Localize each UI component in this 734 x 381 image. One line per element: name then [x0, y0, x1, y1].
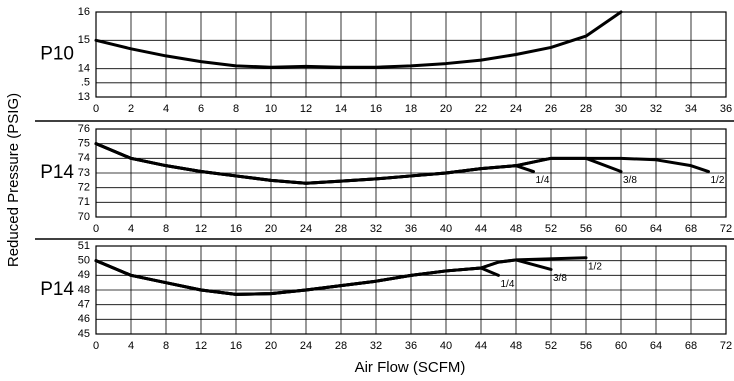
series-label: 3/8 — [623, 175, 637, 186]
x-tick-label: 24 — [300, 340, 312, 352]
x-tick-label: 52 — [545, 340, 557, 352]
x-tick-label: 52 — [545, 223, 557, 235]
x-tick-label: 2 — [128, 103, 134, 115]
line — [94, 10, 623, 69]
y-tick-label: 51 — [78, 240, 90, 252]
x-tick-label: 32 — [370, 223, 382, 235]
y-tick-label: 15 — [78, 34, 90, 46]
x-tick-label: 60 — [615, 223, 627, 235]
x-tick-label: 68 — [685, 223, 697, 235]
x-tick-label: 8 — [233, 103, 239, 115]
y-tick-label: 14 — [78, 63, 90, 75]
x-tick-label: 4 — [128, 223, 134, 235]
line — [94, 259, 500, 296]
y-tick-label: 74 — [78, 152, 90, 164]
x-tick-label: 64 — [650, 340, 662, 352]
x-tick-label: 0 — [93, 340, 99, 352]
x-tick-label: 14 — [335, 103, 347, 115]
x-tick-label: 48 — [510, 340, 522, 352]
x-tick-label: 68 — [685, 340, 697, 352]
x-tick-label: 36 — [405, 223, 417, 235]
y-tick-label: 73 — [78, 167, 90, 179]
x-tick-label: 12 — [300, 103, 312, 115]
y-tick-label: 48 — [78, 284, 90, 296]
x-tick-label: 6 — [198, 103, 204, 115]
x-tick-label: 24 — [510, 103, 522, 115]
x-tick-label: 56 — [580, 340, 592, 352]
x-tick-label: 22 — [475, 103, 487, 115]
x-tick-label: 48 — [510, 223, 522, 235]
x-tick-label: 28 — [335, 340, 347, 352]
panel-label: P14 — [40, 162, 74, 183]
x-tick-label: 34 — [685, 103, 697, 115]
x-tick-label: 30 — [615, 103, 627, 115]
x-tick-label: 20 — [265, 340, 277, 352]
series-label: 1/2 — [588, 261, 602, 272]
x-tick-label: 44 — [475, 223, 487, 235]
panel-label: P10 — [40, 44, 74, 65]
y-axis-label: Reduced Pressure (PSIG) — [5, 93, 22, 267]
x-tick-label: 36 — [720, 103, 732, 115]
y-tick-label: 16 — [78, 6, 90, 18]
series-label: 1/4 — [501, 279, 515, 290]
x-tick-label: 56 — [580, 223, 592, 235]
y-tick-label: 70 — [78, 211, 90, 223]
y-tick-label: 47 — [78, 299, 90, 311]
y-tick-label: 50 — [78, 255, 90, 267]
x-tick-label: 16 — [230, 340, 242, 352]
x-tick-label: 24 — [300, 223, 312, 235]
x-tick-label: 4 — [163, 103, 169, 115]
x-tick-label: 12 — [195, 340, 207, 352]
x-tick-label: 0 — [93, 223, 99, 235]
x-tick-label: 72 — [720, 340, 732, 352]
x-tick-label: 18 — [405, 103, 417, 115]
x-tick-label: 40 — [440, 223, 452, 235]
x-tick-label: 72 — [720, 223, 732, 235]
x-tick-label: 44 — [475, 340, 487, 352]
x-tick-label: 32 — [650, 103, 662, 115]
y-tick-label: 13 — [78, 91, 90, 103]
x-tick-label: 26 — [545, 103, 557, 115]
x-tick-label: 12 — [195, 223, 207, 235]
series-label: 3/8 — [553, 273, 567, 284]
x-tick-label: 20 — [440, 103, 452, 115]
x-tick-label: 8 — [163, 223, 169, 235]
x-tick-label: 40 — [440, 340, 452, 352]
x-tick-label: 20 — [265, 223, 277, 235]
x-tick-label: 32 — [370, 340, 382, 352]
y-tick-label: 76 — [78, 123, 90, 135]
x-tick-label: 10 — [265, 103, 277, 115]
x-tick-label: 16 — [370, 103, 382, 115]
y-tick-label: 72 — [78, 182, 90, 194]
x-tick-label: 16 — [230, 223, 242, 235]
x-axis-label: Air Flow (SCFM) — [355, 359, 466, 376]
y-tick-label: 45 — [78, 328, 90, 340]
y-tick-label: .5 — [81, 77, 90, 89]
y-tick-label: 49 — [78, 269, 90, 281]
y-tick-label: 75 — [78, 138, 90, 150]
y-tick-label: 46 — [78, 313, 90, 325]
panel-label: P14 — [40, 279, 74, 300]
series-label: 1/2 — [711, 175, 725, 186]
y-tick-label: 71 — [78, 196, 90, 208]
x-tick-label: 8 — [163, 340, 169, 352]
x-tick-label: 60 — [615, 340, 627, 352]
line — [94, 142, 710, 185]
line — [94, 256, 588, 296]
x-tick-label: 36 — [405, 340, 417, 352]
x-tick-label: 4 — [128, 340, 134, 352]
x-tick-label: 64 — [650, 223, 662, 235]
series-label: 1/4 — [536, 175, 550, 186]
x-tick-label: 28 — [580, 103, 592, 115]
x-tick-label: 0 — [93, 103, 99, 115]
x-tick-label: 28 — [335, 223, 347, 235]
